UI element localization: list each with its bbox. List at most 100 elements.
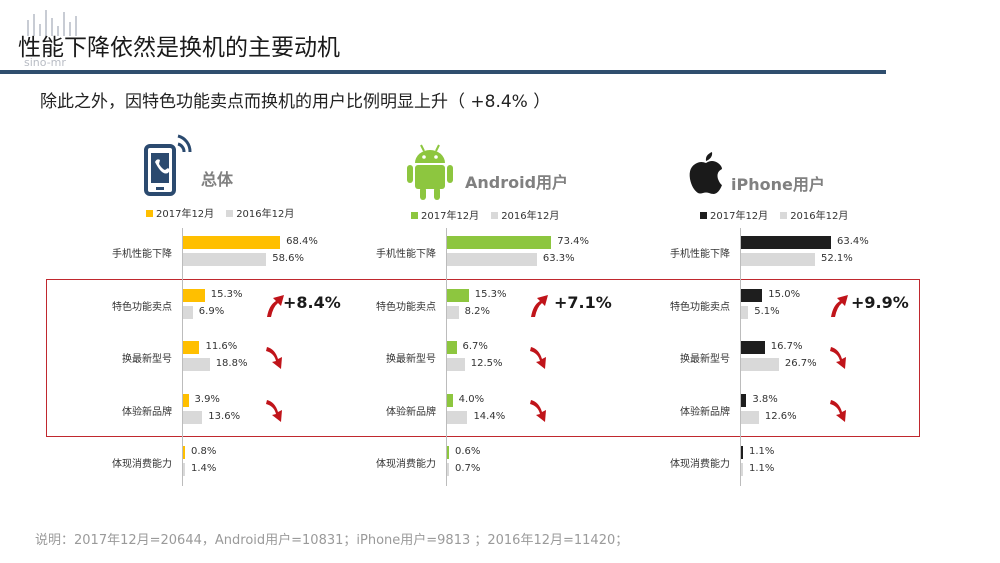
legend-2016: 2016年12月 (236, 209, 295, 220)
data-label: 68.4% (286, 236, 318, 247)
bar-2017 (183, 236, 281, 249)
arrow-up-icon (531, 294, 548, 317)
legend-swatch-2017 (700, 212, 707, 219)
legend-2017: 2017年12月 (421, 211, 480, 222)
apple-icon (689, 152, 722, 194)
legend-swatch-2016 (780, 212, 788, 219)
category-label: 体验新品牌 (386, 406, 436, 418)
data-label: 15.0% (768, 288, 801, 300)
data-label: 0.7% (455, 463, 481, 474)
y-axis-line (740, 228, 741, 486)
bar-2017 (741, 341, 765, 354)
data-label: 52.1% (820, 253, 853, 264)
category-label: 体验新品牌 (680, 406, 730, 418)
bar-2017 (741, 393, 747, 407)
data-label: 6.7% (462, 341, 488, 352)
bar-2016 (183, 463, 185, 476)
category-label: 特色功能卖点 (376, 301, 436, 313)
bar-2016 (447, 410, 468, 424)
data-label: 3.9% (194, 393, 220, 405)
arrow-down-icon (266, 399, 282, 422)
data-label: 1.4% (191, 463, 217, 474)
bar-2017 (447, 446, 449, 459)
bar-2016 (183, 358, 210, 371)
logo-text: sino-mr (24, 56, 66, 68)
legend: 2017年12月 2016年12月 (146, 205, 306, 220)
category-label: 手机性能下降 (670, 249, 730, 260)
panel-title: Android用户 (465, 173, 569, 192)
category-label: 体验新品牌 (122, 406, 172, 418)
phone-icon (144, 134, 192, 196)
bar-2016 (447, 305, 459, 319)
category-label: 特色功能卖点 (112, 301, 172, 313)
data-label: 15.3% (210, 288, 243, 300)
category-label: 特色功能卖点 (670, 301, 730, 313)
data-label: 18.8% (215, 358, 248, 369)
change-label: +9.9% (851, 292, 909, 312)
data-label: 73.4% (557, 236, 589, 247)
legend-swatch-2017 (146, 210, 153, 217)
category-label: 换最新型号 (680, 354, 730, 365)
data-label: 0.8% (191, 446, 217, 457)
legend-2016: 2016年12月 (501, 211, 560, 222)
change-label: +8.4% (283, 292, 341, 312)
data-label: 8.2% (464, 305, 491, 317)
bar-2016 (741, 305, 749, 319)
data-label: 15.3% (474, 288, 507, 300)
data-label: 12.5% (470, 358, 503, 369)
data-label: 12.6% (764, 410, 797, 422)
data-label: 6.9% (198, 305, 225, 317)
legend: 2017年12月 2016年12月 (700, 207, 860, 222)
data-label: 63.3% (542, 253, 575, 264)
title-divider (0, 70, 886, 74)
legend-2016: 2016年12月 (790, 211, 849, 222)
data-label: 4.0% (458, 393, 485, 405)
legend: 2017年12月 2016年12月 (411, 207, 571, 222)
bar-2016 (741, 358, 779, 371)
arrow-up-icon (831, 294, 848, 317)
category-label: 体现消费能力 (376, 459, 436, 470)
category-label: 手机性能下降 (376, 249, 436, 260)
arrow-down-icon (830, 399, 846, 422)
bar-2017 (741, 236, 832, 249)
data-label: 26.7% (784, 358, 817, 369)
bar-2017 (447, 236, 552, 249)
android-icon (407, 144, 453, 200)
highlight-box (46, 279, 920, 437)
y-axis-line (446, 228, 447, 486)
category-label: 体现消费能力 (112, 459, 172, 470)
arrow-down-icon (530, 347, 546, 369)
data-label: 13.6% (208, 410, 241, 422)
bar-2016 (447, 358, 465, 371)
bar-2016 (447, 253, 537, 266)
sino-mr-logo: sino-mr (24, 10, 77, 68)
bar-2017 (447, 288, 469, 302)
page-subtitle: 除此之外，因特色功能卖点而换机的用户比例明显上升（ +8.4% ） (40, 92, 551, 112)
change-label: +7.1% (554, 292, 612, 312)
arrow-down-icon (830, 347, 846, 369)
bar-2017 (447, 393, 453, 407)
panel-title: iPhone用户 (731, 175, 825, 194)
data-label: 0.6% (455, 446, 481, 457)
legend-2017: 2017年12月 (710, 211, 769, 222)
bar-2016 (183, 410, 203, 424)
legend-swatch-2016 (226, 210, 234, 217)
panel-iphone: iPhone用户 2017年12月 2016年12月 手机性能下降 63.4% 52.… (0, 0, 909, 563)
panel-total: 总体 2017年12月 2016年12月 手机性能下降 68.4% 58.6% 特色功能… (0, 0, 341, 563)
bar-2016 (741, 410, 759, 424)
bar-2017 (183, 341, 200, 354)
bar-2016 (183, 305, 193, 319)
data-label: 3.8% (752, 393, 778, 405)
y-axis-line (182, 228, 183, 486)
arrow-up-icon (267, 294, 284, 317)
footnote: 说明：2017年12月=20644，Android用户=10831；iPhone… (35, 533, 629, 548)
page-title: 性能下降依然是换机的主要动机 (18, 35, 340, 61)
data-label: 16.7% (770, 341, 803, 352)
legend-swatch-2017 (411, 212, 418, 219)
data-label: 11.6% (205, 341, 238, 352)
bar-2017 (183, 393, 189, 407)
bar-2016 (741, 253, 815, 266)
data-label: 63.4% (837, 236, 869, 247)
bar-2017 (183, 446, 185, 459)
bar-2017 (741, 446, 743, 459)
